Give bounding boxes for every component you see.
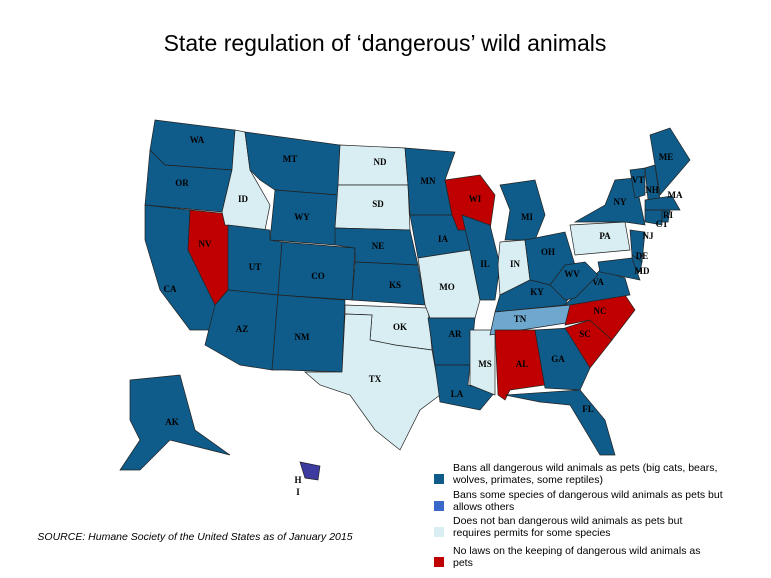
state-label: IL: [480, 259, 490, 269]
state-label: AL: [516, 359, 529, 369]
legend-swatch: [434, 474, 444, 484]
title: State regulation of ‘dangerous’ wild ani…: [164, 30, 607, 56]
state-label: DE: [636, 251, 649, 261]
state-label: H: [294, 475, 301, 485]
state-label: ND: [374, 157, 387, 167]
state-label: TN: [514, 314, 527, 324]
state-label: NC: [594, 306, 607, 316]
state: [469, 329, 496, 396]
state: [119, 374, 231, 471]
state: [504, 389, 616, 456]
state: [644, 209, 663, 226]
state-label: WI: [469, 194, 482, 204]
state: [271, 294, 346, 373]
state: [644, 195, 681, 211]
state: [549, 261, 599, 301]
state-label: FL: [582, 404, 594, 414]
state-label: AZ: [236, 324, 249, 334]
state-label: KS: [389, 280, 401, 290]
state-label: IN: [510, 259, 521, 269]
state-label: MN: [421, 176, 436, 186]
legend-swatch: [434, 557, 444, 567]
state-label: CA: [164, 284, 177, 294]
state-label: ID: [238, 194, 249, 204]
state-label: NY: [614, 197, 627, 207]
state: [299, 461, 321, 481]
state-label: MD: [635, 266, 650, 276]
state-label: OH: [541, 247, 555, 257]
state: [629, 167, 646, 199]
state-label: MI: [521, 212, 533, 222]
state-label: MS: [478, 359, 492, 369]
state: [461, 214, 501, 301]
state-label: IA: [438, 234, 449, 244]
state-label: MT: [283, 154, 298, 164]
state-label: KY: [530, 287, 544, 297]
state: [427, 317, 476, 366]
state-label: VA: [592, 277, 604, 287]
state-label: NV: [199, 239, 212, 249]
legend-label: Bans some species of dangerous wild anim…: [453, 489, 723, 513]
legend-label: No laws on the keeping of dangerous wild…: [453, 545, 701, 569]
state-label: WA: [190, 135, 205, 145]
state: [661, 209, 671, 223]
state-label: NE: [372, 241, 385, 251]
source: SOURCE: Humane Society of the United Sta…: [37, 531, 352, 543]
state-label: OK: [393, 322, 407, 332]
state-label: AK: [165, 417, 179, 427]
state-label: OR: [175, 178, 189, 188]
state-label: I: [296, 487, 300, 497]
state-label: WY: [294, 212, 310, 222]
state-label: SD: [372, 199, 384, 209]
state-label: UT: [249, 262, 262, 272]
legend-swatch: [434, 527, 444, 537]
state-label: LA: [451, 389, 464, 399]
state: [304, 313, 441, 451]
state-label: AR: [449, 329, 462, 339]
state-label: RI: [663, 210, 673, 220]
state: [597, 257, 641, 281]
legend-swatch: [434, 501, 444, 511]
state-label: MO: [439, 282, 455, 292]
state-label: GA: [551, 354, 565, 364]
state-label: WV: [564, 269, 580, 279]
state-label: CO: [311, 271, 325, 281]
state-label: VT: [632, 175, 645, 185]
state-label: NM: [295, 332, 310, 342]
state-label: SC: [579, 329, 591, 339]
state-label: NH: [645, 185, 659, 195]
state: [569, 221, 631, 256]
state-label: MA: [668, 190, 683, 200]
state-label: CT: [656, 219, 669, 229]
state-label: PA: [599, 231, 611, 241]
state-label: NJ: [643, 231, 654, 241]
state-label: ME: [659, 152, 674, 162]
state: [499, 179, 546, 241]
legend-label: Bans all dangerous wild animals as pets …: [453, 462, 718, 486]
state: [649, 127, 691, 196]
legend-label: Does not ban dangerous wild animals as p…: [453, 515, 683, 539]
state-label: TX: [369, 374, 382, 384]
